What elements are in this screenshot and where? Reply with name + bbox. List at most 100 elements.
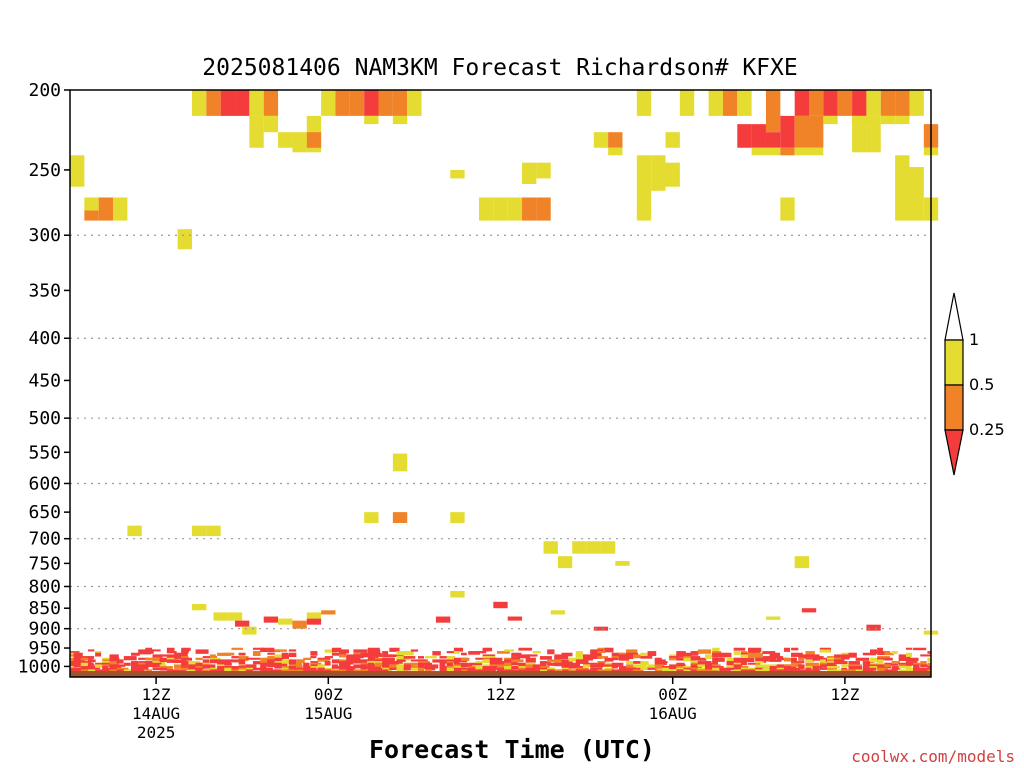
ri-cell bbox=[826, 666, 840, 669]
ri-cell bbox=[249, 115, 264, 148]
ri-cell bbox=[138, 649, 152, 655]
y-tick-label: 1000 bbox=[18, 656, 61, 677]
ri-cell bbox=[798, 657, 805, 660]
ri-cell bbox=[769, 659, 782, 662]
ri-cell bbox=[382, 651, 389, 655]
ri-cell bbox=[87, 649, 95, 652]
ri-cell bbox=[446, 651, 458, 654]
ri-cell bbox=[389, 654, 404, 658]
ri-cell bbox=[252, 651, 261, 657]
ri-cell bbox=[547, 659, 555, 663]
ri-cell bbox=[870, 667, 877, 671]
ri-cell bbox=[152, 657, 162, 662]
ri-cell bbox=[618, 656, 630, 659]
ri-cell bbox=[891, 661, 900, 665]
ri-cell bbox=[654, 661, 668, 664]
ri-cell bbox=[217, 661, 231, 666]
ri-cell bbox=[805, 659, 814, 663]
ri-cell bbox=[518, 662, 529, 666]
ri-cell bbox=[188, 661, 201, 666]
ri-cell bbox=[102, 667, 112, 671]
ri-cell bbox=[733, 661, 747, 664]
ri-cell bbox=[382, 654, 394, 658]
ri-cell bbox=[536, 162, 551, 179]
ri-cell bbox=[475, 669, 486, 673]
ri-cell bbox=[597, 656, 609, 659]
y-tick-label: 800 bbox=[28, 576, 61, 597]
ri-cell bbox=[188, 664, 200, 670]
ri-cell bbox=[374, 661, 388, 664]
ri-cell bbox=[547, 649, 555, 655]
ri-cell bbox=[70, 155, 85, 187]
ri-cell bbox=[453, 651, 460, 654]
ri-cell bbox=[809, 90, 824, 116]
ri-cell bbox=[733, 669, 742, 673]
ri-cell bbox=[468, 662, 483, 666]
x-tick-label: 12Z bbox=[142, 685, 171, 704]
ri-cell bbox=[539, 662, 547, 668]
ri-cell bbox=[511, 669, 523, 673]
ri-cell bbox=[676, 667, 685, 671]
ri-cell bbox=[389, 664, 403, 670]
ri-cell bbox=[453, 659, 460, 664]
ri-cell bbox=[80, 656, 90, 659]
ri-cell bbox=[783, 647, 791, 652]
y-tick-label: 700 bbox=[28, 529, 61, 550]
ri-cell bbox=[331, 669, 342, 673]
ri-cell bbox=[636, 155, 652, 221]
ri-cell bbox=[188, 669, 195, 673]
x-tick-label: 2025 bbox=[137, 723, 176, 742]
ri-cell bbox=[174, 659, 186, 664]
ri-cell bbox=[263, 90, 279, 116]
ri-cell bbox=[116, 664, 126, 667]
ri-cell bbox=[278, 618, 293, 625]
ri-cell bbox=[697, 664, 707, 667]
ri-cell bbox=[166, 669, 179, 673]
ri-cell bbox=[306, 132, 322, 148]
ri-cell bbox=[417, 656, 425, 659]
ri-cell bbox=[654, 662, 667, 666]
ri-cell bbox=[70, 657, 78, 662]
ri-cell bbox=[765, 132, 781, 148]
ri-cell bbox=[360, 662, 371, 666]
ri-cell bbox=[353, 657, 361, 661]
ri-cell bbox=[281, 652, 289, 656]
ri-cell bbox=[712, 647, 720, 650]
ri-cell bbox=[274, 649, 287, 652]
ri-cell bbox=[145, 649, 154, 654]
ri-cell bbox=[611, 666, 618, 669]
ri-cell bbox=[396, 656, 411, 661]
ri-cell bbox=[726, 667, 739, 671]
ri-cell bbox=[152, 649, 161, 652]
ri-cell bbox=[159, 664, 167, 667]
ri-cell bbox=[450, 512, 465, 523]
ri-cell bbox=[73, 664, 82, 668]
ri-cell bbox=[794, 90, 810, 116]
ri-cell bbox=[590, 649, 598, 652]
ri-cell bbox=[532, 667, 542, 671]
ri-cell bbox=[826, 661, 841, 664]
ri-cell bbox=[360, 666, 371, 669]
ri-cell bbox=[905, 657, 919, 662]
ri-cell bbox=[590, 664, 603, 668]
ri-cell bbox=[346, 666, 357, 669]
ri-cell bbox=[719, 652, 732, 658]
ri-cell bbox=[765, 616, 781, 620]
ri-cell bbox=[927, 666, 931, 669]
ri-cell bbox=[217, 652, 231, 656]
ri-cell bbox=[195, 662, 207, 666]
ri-cell bbox=[410, 659, 425, 662]
ri-cell bbox=[884, 651, 891, 655]
ri-cell bbox=[224, 662, 232, 666]
ri-cell bbox=[439, 662, 446, 667]
ri-cell bbox=[895, 155, 910, 221]
credit-link[interactable]: coolwx.com/models bbox=[851, 747, 1015, 766]
ri-cell bbox=[267, 664, 278, 668]
ri-cell bbox=[181, 647, 191, 651]
ri-cell bbox=[626, 664, 636, 669]
ri-cell bbox=[633, 654, 647, 659]
ri-cell bbox=[339, 662, 351, 665]
ri-cell bbox=[805, 654, 820, 658]
ri-cell bbox=[733, 657, 743, 662]
ri-cell bbox=[235, 90, 250, 116]
